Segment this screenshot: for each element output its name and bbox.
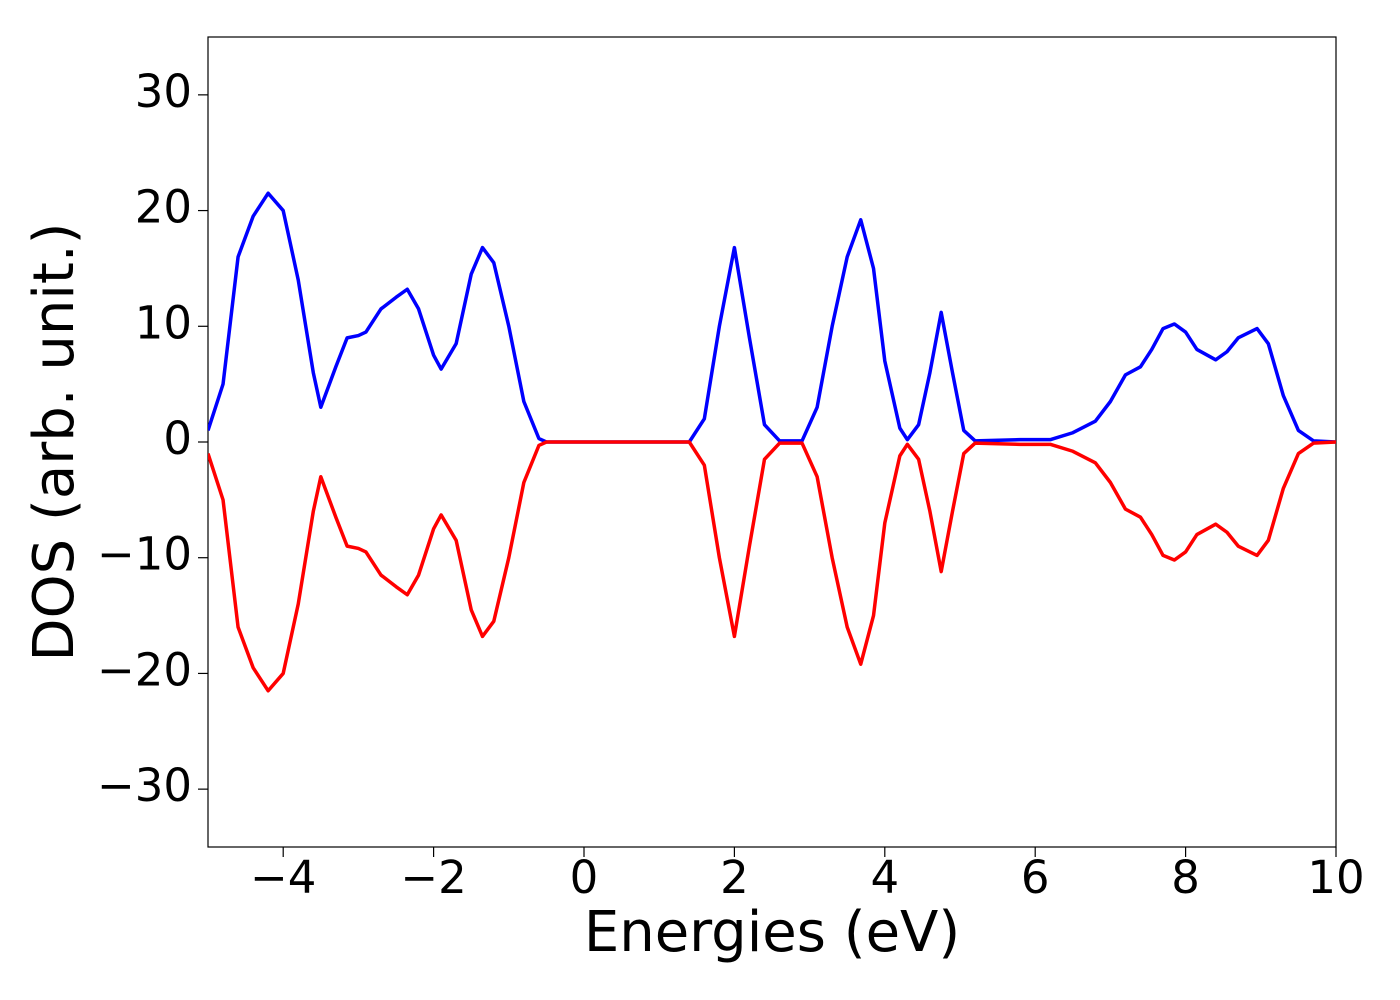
x-tick-label: 8 [1171, 851, 1200, 904]
y-tick-label: 10 [135, 296, 192, 349]
y-tick-label: 20 [135, 181, 192, 234]
series-line [208, 191, 1336, 444]
y-tick-label: 30 [135, 65, 192, 118]
x-tick-label: −2 [400, 851, 466, 904]
y-tick-label: −10 [97, 528, 192, 581]
y-axis-label: DOS (arb. unit.) [22, 222, 87, 661]
y-tick-label: 0 [163, 412, 192, 465]
x-tick-label: −4 [250, 851, 316, 904]
x-axis-label: Energies (eV) [584, 900, 960, 965]
x-tick-label: 4 [870, 851, 899, 904]
x-tick-label: 2 [720, 851, 749, 904]
x-tick-label: 0 [570, 851, 599, 904]
x-tick-label: 6 [1021, 851, 1050, 904]
y-tick-label: −20 [97, 643, 192, 696]
x-tick-label: 10 [1307, 851, 1364, 904]
series-line [208, 440, 1336, 693]
plot-frame [207, 36, 1337, 848]
y-tick-label: −30 [97, 759, 192, 812]
